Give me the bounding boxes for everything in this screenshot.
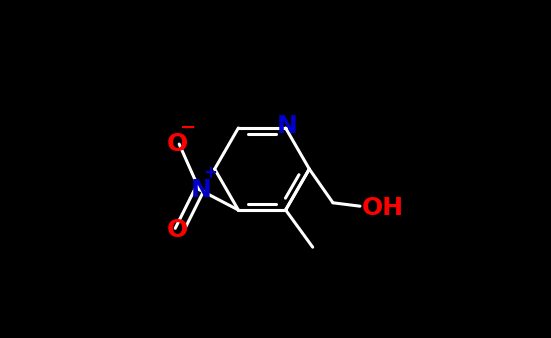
Text: O: O (167, 218, 188, 242)
Text: −: − (180, 118, 197, 137)
Text: O: O (167, 132, 188, 156)
Text: OH: OH (361, 196, 404, 220)
Text: N: N (191, 178, 212, 202)
Text: +: + (204, 165, 218, 183)
Text: N: N (277, 114, 298, 138)
